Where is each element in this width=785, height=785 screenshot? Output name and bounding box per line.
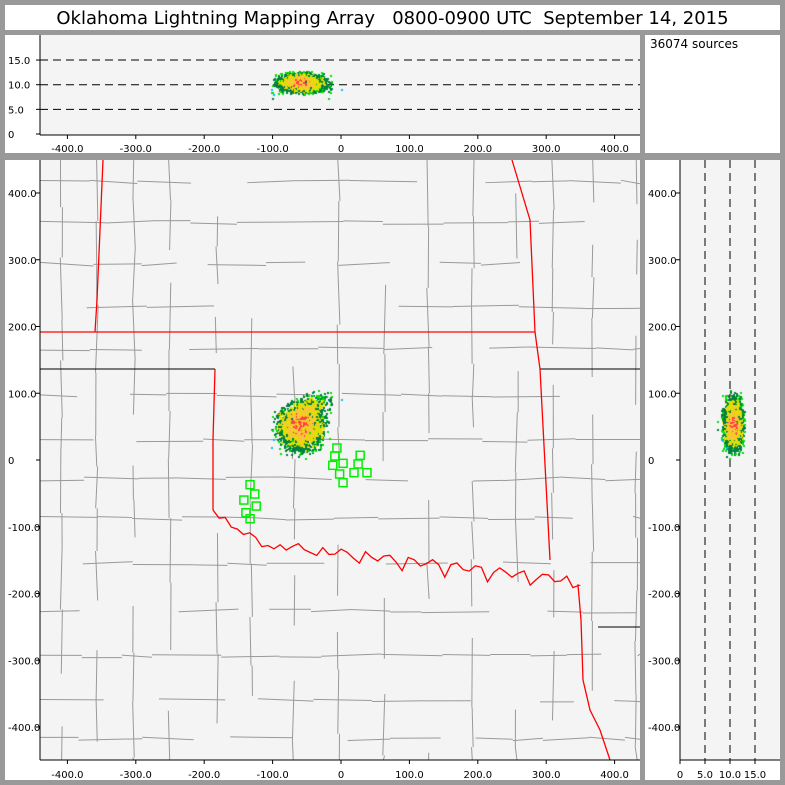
info-panel: 36074 sources [645,35,780,153]
altitude-x-panel [5,35,640,153]
title-date: September 14, 2015 [543,8,729,29]
plan-view-panel [5,160,640,780]
source-count: 36074 sources [650,37,739,51]
title-network: Oklahoma Lightning Mapping Array [56,8,376,29]
plot-title: Oklahoma Lightning Mapping Array 0800-09… [5,5,780,30]
title-time: 0800-0900 UTC [392,8,532,29]
altitude-y-panel [645,160,780,780]
